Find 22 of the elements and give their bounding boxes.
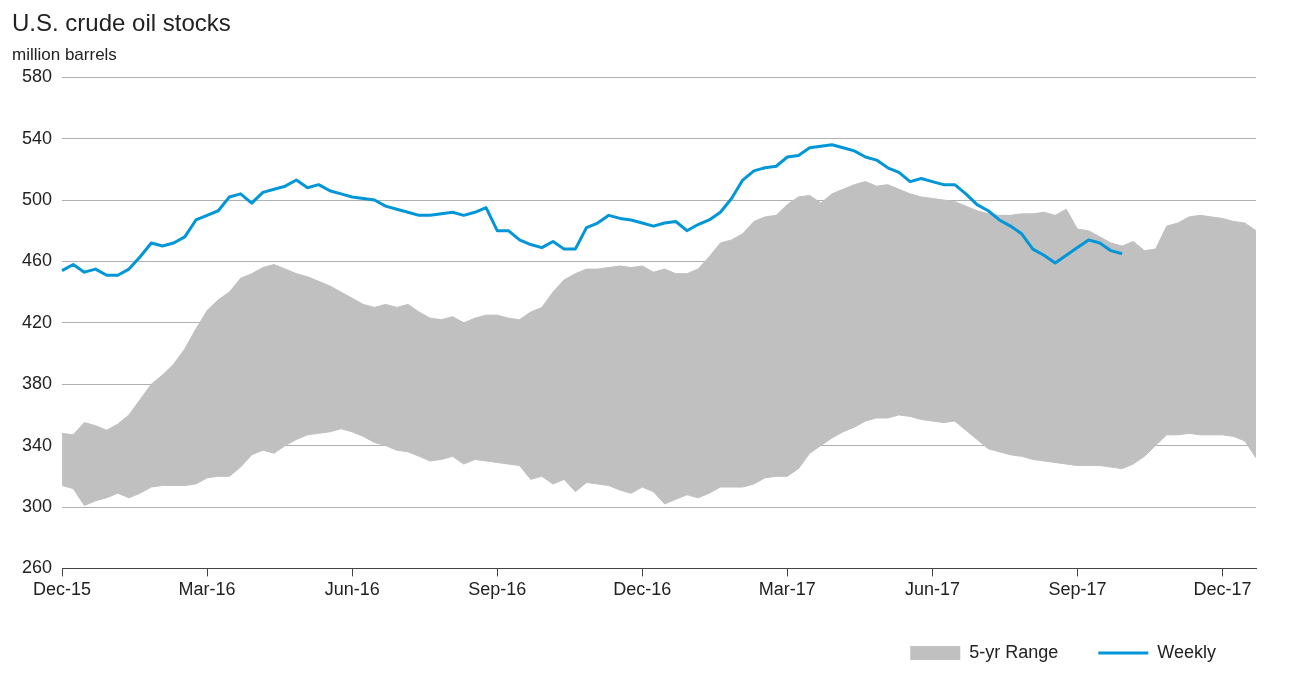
x-tick-label: Mar-16 xyxy=(178,579,236,600)
y-tick-label: 420 xyxy=(21,311,53,332)
y-tick-label: 580 xyxy=(21,66,53,87)
x-tick-label: Jun-16 xyxy=(324,579,380,600)
y-tick-label: 540 xyxy=(21,127,53,148)
x-tick-label: Sep-17 xyxy=(1048,579,1107,600)
x-tick-label: Dec-15 xyxy=(33,579,92,600)
x-tick-label: Dec-17 xyxy=(1193,579,1252,600)
x-tick-label: Mar-17 xyxy=(758,579,816,600)
y-tick-label: 460 xyxy=(21,250,53,271)
y-tick-label: 300 xyxy=(21,495,53,516)
y-tick-label: 340 xyxy=(21,434,53,455)
x-tick-label: Jun-17 xyxy=(904,579,960,600)
y-tick-label: 260 xyxy=(21,557,53,578)
x-tick-label: Sep-16 xyxy=(468,579,527,600)
chart-title: U.S. crude oil stocks xyxy=(12,9,231,37)
x-tick-label: Dec-16 xyxy=(613,579,672,600)
y-tick-label: 380 xyxy=(21,373,53,394)
legend-label: Weekly xyxy=(1157,641,1216,662)
y-axis-title: million barrels xyxy=(12,44,117,64)
y-tick-label: 500 xyxy=(21,188,53,209)
legend-label: 5-yr Range xyxy=(969,641,1059,662)
